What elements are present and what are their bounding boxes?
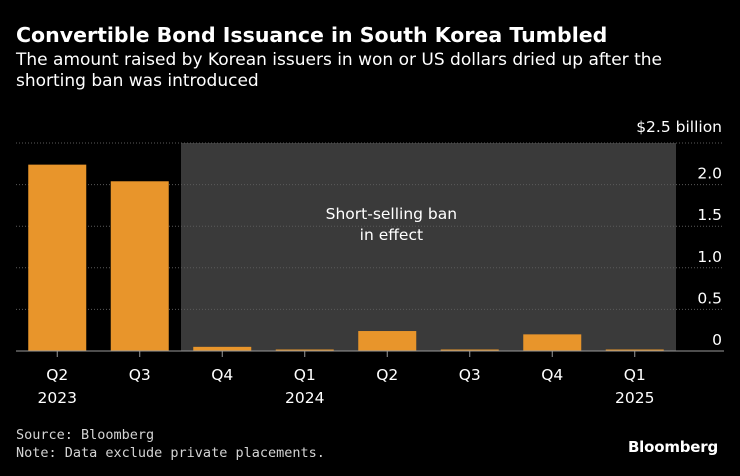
chart-subtitle: The amount raised by Korean issuers in w… [16,50,662,91]
bar [110,181,169,351]
shaded-region [181,143,676,351]
y-tick-label: 0 [712,331,722,349]
y-tick-label: 1.0 [697,248,722,266]
x-year-label: 2025 [615,389,654,407]
y-axis-unit-label: $2.5 billion [636,118,722,136]
bar-chart: $2.5 billion 0 0.5 1.0 1.5 2.0 Q2 2023 Q3 Q4 Q1 202… [16,118,724,407]
x-tick-label: Q1 [294,366,316,384]
bloomberg-logo: Bloomberg [627,438,718,456]
x-tick-label: Q2 [376,366,398,384]
y-tick-label: 0.5 [697,289,722,307]
x-tick-label: Q3 [459,366,481,384]
bar [275,349,334,351]
annotation-label: Short-selling ban [326,205,457,223]
bar [28,164,87,351]
x-tick-label: Q3 [129,366,151,384]
annotation-label: in effect [360,226,423,244]
source-note: Source: Bloomberg [16,427,155,443]
chart-title: Convertible Bond Issuance in South Korea… [16,23,608,47]
bar [523,334,582,351]
x-tick-label: Q1 [624,366,646,384]
x-tick-label: Q4 [541,366,563,384]
x-year-label: 2023 [38,389,77,407]
bar [440,349,499,351]
bar [193,346,252,351]
y-tick-label: 2.0 [697,165,722,183]
bar [605,349,664,351]
x-tick-label: Q2 [46,366,68,384]
bar [358,331,417,351]
x-year-label: 2024 [285,389,324,407]
footnote: Note: Data exclude private placements. [16,445,325,461]
x-tick-label: Q4 [211,366,233,384]
y-tick-label: 1.5 [697,206,722,224]
